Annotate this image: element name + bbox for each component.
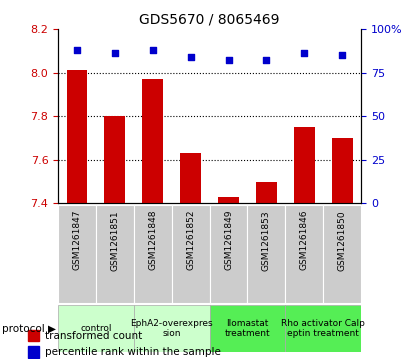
Bar bbox=[218, 197, 239, 203]
Bar bbox=[180, 153, 201, 203]
Text: GSM1261849: GSM1261849 bbox=[224, 210, 233, 270]
Text: EphA2-overexpres
sion: EphA2-overexpres sion bbox=[130, 319, 213, 338]
Bar bbox=[210, 305, 286, 352]
Text: GSM1261846: GSM1261846 bbox=[300, 210, 309, 270]
Text: GSM1261851: GSM1261851 bbox=[110, 210, 120, 271]
Point bbox=[339, 52, 345, 58]
Bar bbox=[105, 116, 125, 203]
Bar bbox=[286, 205, 323, 303]
Bar bbox=[142, 79, 163, 203]
Bar bbox=[172, 205, 210, 303]
Bar bbox=[134, 205, 172, 303]
Text: GSM1261850: GSM1261850 bbox=[338, 210, 347, 271]
Point bbox=[149, 47, 156, 53]
Bar bbox=[323, 205, 361, 303]
Bar bbox=[247, 205, 285, 303]
Bar bbox=[210, 205, 247, 303]
Bar bbox=[294, 127, 315, 203]
Bar bbox=[332, 138, 352, 203]
Bar bbox=[96, 205, 134, 303]
Point bbox=[263, 57, 270, 63]
Text: GSM1261853: GSM1261853 bbox=[262, 210, 271, 271]
Bar bbox=[28, 346, 39, 358]
Text: control: control bbox=[80, 324, 112, 333]
Point bbox=[112, 50, 118, 56]
Bar bbox=[28, 330, 39, 341]
Text: protocol ▶: protocol ▶ bbox=[2, 323, 56, 334]
Point bbox=[301, 50, 308, 56]
Bar bbox=[67, 70, 88, 203]
Title: GDS5670 / 8065469: GDS5670 / 8065469 bbox=[139, 12, 280, 26]
Bar bbox=[286, 305, 361, 352]
Text: Rho activator Calp
eptin treatment: Rho activator Calp eptin treatment bbox=[281, 319, 365, 338]
Text: GSM1261852: GSM1261852 bbox=[186, 210, 195, 270]
Text: GSM1261847: GSM1261847 bbox=[73, 210, 81, 270]
Bar bbox=[58, 205, 96, 303]
Text: Ilomastat
treatment: Ilomastat treatment bbox=[225, 319, 270, 338]
Text: percentile rank within the sample: percentile rank within the sample bbox=[45, 347, 221, 357]
Text: GSM1261848: GSM1261848 bbox=[148, 210, 157, 270]
Point bbox=[187, 54, 194, 60]
Point bbox=[225, 57, 232, 63]
Text: transformed count: transformed count bbox=[45, 331, 142, 341]
Point bbox=[74, 47, 81, 53]
Bar bbox=[256, 182, 277, 203]
Bar bbox=[134, 305, 210, 352]
Bar bbox=[58, 305, 134, 352]
